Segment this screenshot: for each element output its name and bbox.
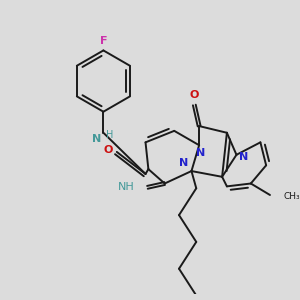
- Text: N: N: [179, 158, 188, 168]
- Text: N: N: [239, 152, 249, 162]
- Text: NH: NH: [118, 182, 135, 192]
- Text: N: N: [92, 134, 101, 143]
- Text: N: N: [196, 148, 206, 158]
- Text: CH₃: CH₃: [284, 192, 300, 201]
- Text: F: F: [100, 36, 107, 46]
- Text: O: O: [103, 145, 113, 155]
- Text: O: O: [190, 90, 199, 100]
- Text: H: H: [106, 130, 114, 140]
